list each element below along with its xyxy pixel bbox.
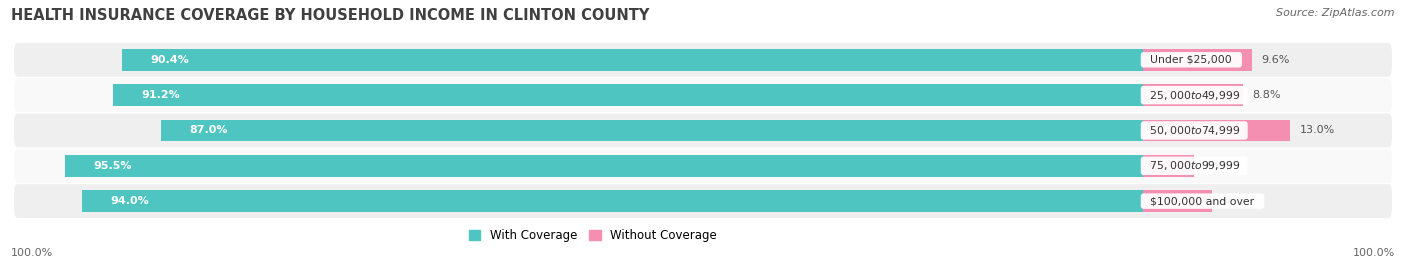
FancyBboxPatch shape xyxy=(14,78,1392,112)
Text: $50,000 to $74,999: $50,000 to $74,999 xyxy=(1143,124,1244,137)
Text: 13.0%: 13.0% xyxy=(1299,125,1334,136)
Bar xyxy=(160,119,1143,141)
Text: 100.0%: 100.0% xyxy=(1353,248,1395,258)
Bar xyxy=(65,155,1143,177)
Text: 8.8%: 8.8% xyxy=(1251,90,1281,100)
Bar xyxy=(1143,84,1243,106)
Text: $100,000 and over: $100,000 and over xyxy=(1143,196,1261,206)
Text: Under $25,000: Under $25,000 xyxy=(1143,55,1239,65)
Text: HEALTH INSURANCE COVERAGE BY HOUSEHOLD INCOME IN CLINTON COUNTY: HEALTH INSURANCE COVERAGE BY HOUSEHOLD I… xyxy=(11,8,650,23)
Text: Source: ZipAtlas.com: Source: ZipAtlas.com xyxy=(1277,8,1395,18)
Text: 91.2%: 91.2% xyxy=(142,90,180,100)
Text: $75,000 to $99,999: $75,000 to $99,999 xyxy=(1143,159,1244,172)
Legend: With Coverage, Without Coverage: With Coverage, Without Coverage xyxy=(464,225,721,247)
Text: 94.0%: 94.0% xyxy=(110,196,149,206)
Text: $25,000 to $49,999: $25,000 to $49,999 xyxy=(1143,89,1244,102)
Bar xyxy=(1143,119,1291,141)
Bar xyxy=(1143,155,1194,177)
Bar xyxy=(82,190,1143,212)
Bar xyxy=(1143,49,1251,71)
Text: 4.5%: 4.5% xyxy=(1204,161,1232,171)
Text: 87.0%: 87.0% xyxy=(190,125,228,136)
Bar xyxy=(114,84,1143,106)
Text: 90.4%: 90.4% xyxy=(150,55,190,65)
FancyBboxPatch shape xyxy=(14,184,1392,218)
Bar xyxy=(122,49,1143,71)
FancyBboxPatch shape xyxy=(14,43,1392,77)
Text: 6.1%: 6.1% xyxy=(1222,196,1250,206)
Text: 100.0%: 100.0% xyxy=(11,248,53,258)
Bar xyxy=(1143,190,1212,212)
Text: 9.6%: 9.6% xyxy=(1261,55,1289,65)
FancyBboxPatch shape xyxy=(14,149,1392,183)
Text: 95.5%: 95.5% xyxy=(93,161,132,171)
FancyBboxPatch shape xyxy=(14,114,1392,147)
